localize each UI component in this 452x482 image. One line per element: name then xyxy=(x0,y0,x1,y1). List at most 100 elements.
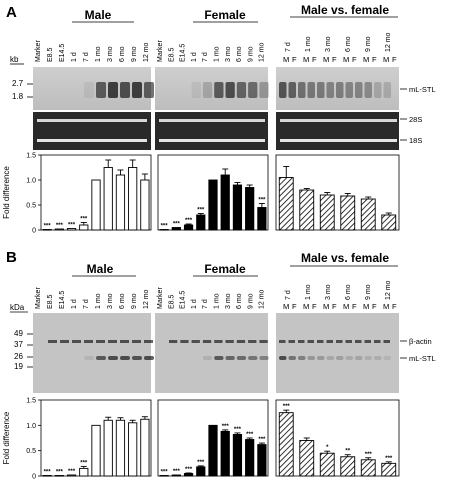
y-tick-label: 1.0 xyxy=(26,178,36,185)
band-label-a-18s: 18S xyxy=(409,136,422,145)
lane-label: 7 d xyxy=(83,299,90,309)
significance-marker: *** xyxy=(56,223,64,229)
actin-band xyxy=(236,340,246,343)
mrna-band xyxy=(84,82,94,98)
bar-9mo xyxy=(245,187,255,231)
bar-chart-b-male: 0 0.5 1.0 1.5 Fold difference *** *** *** *** xyxy=(2,398,152,481)
mrna-band xyxy=(355,82,363,98)
actin-band xyxy=(326,340,333,343)
size-marker-b-3: 19 xyxy=(14,362,23,371)
actin-band xyxy=(336,340,343,343)
age-label: 6 mo xyxy=(345,284,352,300)
lane-label: 12 mo xyxy=(259,42,266,62)
significance-marker: *** xyxy=(80,217,88,223)
sex-label: M xyxy=(343,55,349,64)
bar-e85 xyxy=(159,229,169,231)
mrna-band xyxy=(144,82,154,98)
y-tick-label: 0.5 xyxy=(26,448,36,455)
bar-3mo xyxy=(220,174,230,231)
rrna-28s-band xyxy=(280,119,397,122)
mrna-band xyxy=(364,82,372,98)
y-tick-label: 1.0 xyxy=(26,423,36,430)
mrna-band xyxy=(317,82,325,98)
age-label: 6 mo xyxy=(345,36,352,52)
bar-7d xyxy=(278,177,294,231)
y-axis-label: Fold difference xyxy=(2,166,11,219)
bar-3mo xyxy=(319,194,335,231)
protein-band xyxy=(120,356,130,360)
significance-marker: *** xyxy=(365,452,373,458)
actin-band xyxy=(345,340,352,343)
lane-label: 3 mo xyxy=(225,46,232,62)
size-marker-b-0: 49 xyxy=(14,329,23,338)
sex-label: F xyxy=(392,55,397,64)
lane-label: 1 mo xyxy=(214,293,221,309)
y-tick-label: 0 xyxy=(32,228,36,235)
bar-12mo xyxy=(381,462,397,477)
significance-marker: *** xyxy=(222,424,230,430)
sex-label: F xyxy=(392,302,397,311)
significance-marker: *** xyxy=(44,224,52,230)
significance-marker: *** xyxy=(161,469,169,475)
sex-label: M xyxy=(363,55,369,64)
protein-band xyxy=(248,356,258,360)
age-label: 1 mo xyxy=(305,284,312,300)
age-label: 7 d xyxy=(285,42,292,52)
protein-band xyxy=(374,356,382,360)
northern-blot-a-mvf xyxy=(276,67,399,110)
bar-6mo xyxy=(340,195,356,231)
protein-band xyxy=(307,356,315,360)
significance-marker: *** xyxy=(234,427,242,433)
actin-band xyxy=(307,340,314,343)
lane-label: 1 mo xyxy=(95,293,102,309)
age-label: 9 mo xyxy=(365,36,372,52)
bar-12mo xyxy=(140,418,150,477)
actin-band xyxy=(383,340,390,343)
actin-band xyxy=(96,340,105,343)
sex-label: M xyxy=(283,302,289,311)
bar-1mo xyxy=(299,189,315,231)
lane-label: 6 mo xyxy=(236,293,243,309)
lane-label: 1 mo xyxy=(214,46,221,62)
lane-label: 7 d xyxy=(83,52,90,62)
band-label-a-28s: 28S xyxy=(409,115,422,124)
protein-band xyxy=(202,356,213,360)
bar-chart-b-mvf: ************ xyxy=(275,399,400,477)
protein-band xyxy=(225,356,235,360)
protein-band xyxy=(298,356,306,360)
bar-9mo xyxy=(360,198,376,231)
rrna-gel-a-female xyxy=(155,112,268,150)
age-label: 3 mo xyxy=(325,284,332,300)
bar-1mo xyxy=(299,440,315,477)
size-marker-a-0: 2.7 xyxy=(12,79,24,88)
significance-marker: *** xyxy=(44,469,52,475)
actin-band xyxy=(60,340,69,343)
lane-label: E8.5 xyxy=(47,47,54,62)
bar-9mo xyxy=(128,422,138,477)
mrna-band xyxy=(202,82,213,98)
age-label: 12 mo xyxy=(385,32,392,52)
mrna-band xyxy=(236,82,247,98)
actin-band xyxy=(180,340,189,343)
actin-band xyxy=(48,340,57,343)
band-label-b-actin: β-actin xyxy=(409,337,432,346)
actin-band xyxy=(288,340,295,343)
plot-frame xyxy=(275,399,400,477)
protein-band xyxy=(288,356,296,360)
bar-e145 xyxy=(171,474,181,477)
mrna-band xyxy=(191,82,201,98)
size-unit-b: kDa xyxy=(10,303,25,312)
significance-marker: *** xyxy=(56,469,64,475)
age-label: 7 d xyxy=(285,290,292,300)
bar-e85 xyxy=(42,229,52,231)
mrna-band xyxy=(108,82,118,98)
mrna-band xyxy=(248,82,258,98)
actin-band xyxy=(374,340,381,343)
y-tick-label: 1.5 xyxy=(26,398,36,405)
actin-band xyxy=(298,340,305,343)
size-unit-a: kb xyxy=(10,55,19,64)
plot-frame xyxy=(275,154,400,231)
actin-band xyxy=(132,340,141,343)
significance-marker: *** xyxy=(258,437,266,443)
